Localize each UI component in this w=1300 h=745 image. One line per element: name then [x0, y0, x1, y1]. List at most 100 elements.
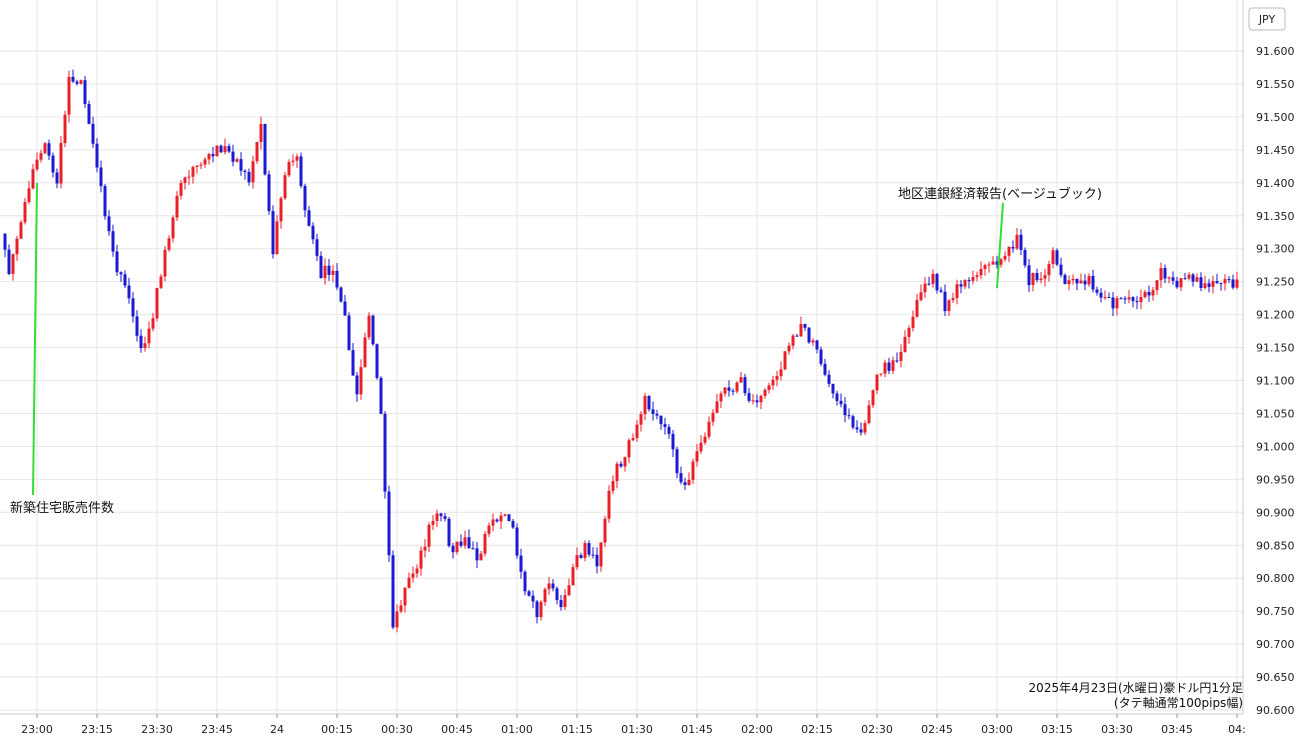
candle-body	[1067, 280, 1071, 285]
candle-body	[651, 409, 655, 415]
candle-body	[559, 600, 563, 608]
candle-body	[603, 518, 607, 543]
candle-body	[411, 573, 415, 578]
candle-body	[459, 541, 463, 546]
candle-body	[863, 423, 867, 433]
candle-body	[999, 259, 1003, 265]
candle-body	[819, 349, 823, 364]
candle-body	[647, 395, 651, 410]
candle-body	[1167, 277, 1171, 279]
candle-body	[955, 284, 959, 298]
candle-body	[423, 546, 427, 551]
candle-body	[815, 340, 819, 350]
candle-body	[479, 553, 483, 561]
candle-body	[307, 210, 311, 226]
candle-body	[359, 367, 363, 395]
candle-body	[535, 601, 539, 618]
candle-body	[159, 276, 163, 288]
candle-body	[903, 336, 907, 353]
candle-body	[419, 550, 423, 569]
candle-body	[1023, 249, 1027, 266]
price-tick-label: 91.200	[1256, 309, 1295, 322]
candle-body	[1115, 298, 1119, 309]
time-tick-label: 01:45	[681, 723, 713, 736]
candle-body	[91, 123, 95, 144]
candle-body	[1107, 297, 1111, 299]
candle-body	[807, 327, 811, 343]
candle-body	[211, 153, 215, 157]
candle-body	[1059, 264, 1063, 275]
candle-body	[543, 589, 547, 603]
candle-body	[655, 414, 659, 416]
candle-body	[895, 360, 899, 362]
price-tick-label: 91.600	[1256, 45, 1295, 58]
candle-body	[1215, 281, 1219, 284]
candle-body	[311, 225, 315, 240]
candle-body	[1055, 250, 1059, 265]
candle-body	[167, 238, 171, 250]
time-tick-label: 03:15	[1041, 723, 1073, 736]
candle-body	[775, 376, 779, 380]
candle-body	[247, 171, 251, 183]
candle-body	[1163, 268, 1167, 279]
price-tick-label: 90.650	[1256, 671, 1295, 684]
candle-body	[803, 324, 807, 328]
candle-body	[79, 80, 83, 84]
candle-body	[59, 143, 63, 184]
candle-body	[107, 216, 111, 232]
candle-body	[951, 297, 955, 301]
candle-body	[267, 174, 271, 212]
candle-body	[911, 316, 915, 328]
candle-body	[575, 555, 579, 568]
price-tick-label: 90.950	[1256, 473, 1295, 486]
candle-body	[823, 363, 827, 375]
currency-badge[interactable]	[1248, 7, 1286, 31]
candle-body	[571, 567, 575, 586]
candle-body	[363, 337, 367, 368]
candle-body	[175, 195, 179, 218]
candle-body	[235, 159, 239, 162]
candle-body	[943, 291, 947, 312]
candle-body	[987, 264, 991, 266]
candle-body	[1231, 279, 1235, 288]
candle-body	[1179, 278, 1183, 288]
candle-body	[67, 76, 71, 115]
candle-body	[623, 457, 627, 467]
candle-body	[691, 461, 695, 480]
candle-body	[283, 175, 287, 199]
candle-body	[463, 537, 467, 546]
candle-body	[115, 251, 119, 273]
annotation-label: 新築住宅販売件数	[10, 500, 114, 516]
candle-body	[407, 577, 411, 588]
candle-body	[1003, 255, 1007, 260]
candle-body	[659, 415, 663, 425]
candle-body	[1143, 291, 1147, 298]
candle-body	[1211, 281, 1215, 287]
price-axis: 91.600 91.550 91.500 91.450 91.400 91.350 91.3…	[1256, 45, 1295, 717]
time-tick-label: 02:45	[921, 723, 953, 736]
candle-body	[1147, 291, 1151, 296]
candle-body	[867, 405, 871, 424]
candle-body	[643, 395, 647, 415]
annotation-label: 地区連銀経済報告(ベージュブック)	[898, 186, 1102, 202]
candle-body	[187, 176, 191, 178]
candle-body	[335, 270, 339, 288]
candle-body	[207, 153, 211, 160]
candle-body	[431, 521, 435, 525]
candle-body	[1223, 279, 1227, 284]
time-tick-label: 01:30	[621, 723, 653, 736]
candle-body	[219, 145, 223, 153]
candle-body	[371, 315, 375, 345]
candle-body	[383, 413, 387, 492]
candle-body	[191, 166, 195, 177]
chart-note-line1: 2025年4月23日(水曜日)豪ドル円1分足	[1029, 680, 1243, 695]
candle-body	[319, 255, 323, 279]
candle-body	[679, 473, 683, 483]
candle-body	[3, 233, 7, 250]
candle-body	[539, 602, 543, 618]
candle-body	[1007, 247, 1011, 256]
candle-body	[375, 344, 379, 378]
time-tick-label: 00:45	[441, 723, 473, 736]
candle-body	[451, 545, 455, 553]
candle-body	[851, 416, 855, 428]
